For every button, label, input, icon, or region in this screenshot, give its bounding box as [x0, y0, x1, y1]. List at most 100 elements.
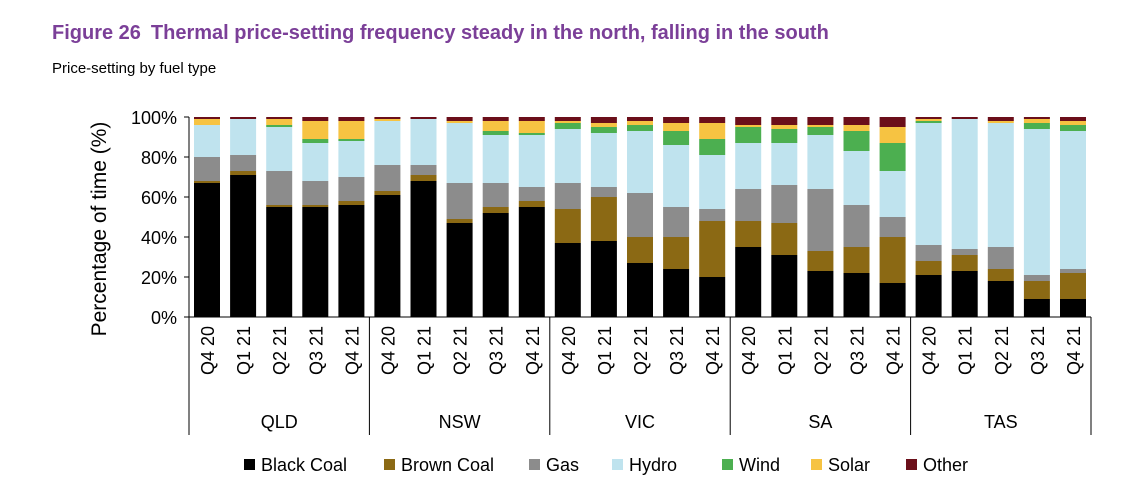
bar-segment [590, 197, 617, 241]
legend-swatch [722, 459, 733, 470]
x-tick-label: Q2 21 [270, 326, 290, 375]
bar-segment [482, 183, 509, 207]
bar-segment [302, 143, 329, 181]
bar-segment [446, 117, 473, 121]
legend-label: Black Coal [261, 455, 347, 475]
bar-segment [374, 191, 401, 195]
legend-label: Other [923, 455, 968, 475]
x-tick-label: Q4 20 [378, 326, 398, 375]
y-axis-label: Percentage of time (%) [88, 122, 111, 337]
bar-segment [230, 155, 257, 171]
bar-segment [374, 121, 401, 165]
bar-segment [1060, 121, 1086, 125]
legend-swatch [529, 459, 540, 470]
x-tick-label: Q4 21 [703, 326, 723, 375]
legend-label: Gas [546, 455, 579, 475]
figure-title-text: Thermal price-setting frequency steady i… [150, 22, 829, 44]
x-tick-label: Q4 21 [1064, 326, 1084, 375]
bar-segment [554, 117, 581, 121]
legend-label: Hydro [629, 455, 677, 475]
bar-segment [482, 135, 509, 183]
group-label: SA [808, 412, 832, 432]
bar-segment [266, 125, 293, 127]
bar-segment [915, 123, 942, 245]
bar-segment [482, 131, 509, 135]
bar-segment [699, 123, 726, 139]
y-tick-label: 80% [141, 148, 177, 168]
bar-segment [446, 121, 473, 123]
bar-segment [951, 249, 978, 255]
x-tick-label: Q1 21 [775, 326, 795, 375]
bar-segment [987, 269, 1014, 281]
bar-segment [1023, 299, 1050, 317]
bar-segment [915, 121, 942, 123]
y-tick-label: 20% [141, 268, 177, 288]
bar-segment [302, 139, 329, 143]
bar-segment [194, 119, 220, 125]
bar-segment [590, 187, 617, 197]
bar-segment [266, 207, 293, 317]
bar-segment [915, 119, 942, 121]
bar-segment [915, 261, 942, 275]
bar-segment [663, 207, 690, 237]
bar-segment [951, 255, 978, 271]
bar-segment [554, 209, 581, 243]
bar-segment [951, 271, 978, 317]
x-tick-label: Q4 20 [559, 326, 579, 375]
bar-segment [590, 133, 617, 187]
bar-segment [266, 171, 293, 205]
figure-number: Figure 26 [52, 22, 141, 44]
bar-segment [302, 121, 329, 139]
bar-segment [230, 171, 257, 175]
bar-segment [590, 241, 617, 317]
bar-segment [482, 213, 509, 317]
bar-segment [194, 125, 220, 157]
bar-segment [446, 223, 473, 317]
bar-segment [338, 177, 365, 201]
bar-segment [843, 247, 870, 273]
bar-segment [951, 119, 978, 249]
bar-segment [807, 271, 834, 317]
bar-segment [987, 117, 1014, 121]
bar-segment [590, 123, 617, 127]
bar-segment [807, 135, 834, 189]
bar-segment [735, 221, 762, 247]
bar-segment [771, 129, 798, 143]
bar-segment [735, 247, 762, 317]
bar-segment [338, 201, 365, 205]
bar-segment [374, 195, 401, 317]
bar-segment [518, 133, 545, 135]
bar-segment [266, 119, 293, 125]
bar-segment [627, 237, 653, 263]
bar-segment [446, 219, 473, 223]
bar-segment [771, 255, 798, 317]
bar-segment [627, 193, 653, 237]
bar-segment [771, 125, 798, 129]
bar-segment [735, 117, 762, 125]
bar-segment [302, 117, 329, 121]
bar-segment [482, 207, 509, 213]
y-tick-label: 100% [131, 108, 177, 128]
x-tick-label: Q1 21 [415, 326, 435, 375]
legend-label: Brown Coal [401, 455, 494, 475]
y-tick-label: 0% [151, 308, 177, 328]
bar-segment [194, 117, 220, 119]
x-tick-label: Q1 21 [234, 326, 254, 375]
bar-segment [374, 165, 401, 191]
bar-segment [230, 119, 257, 155]
bar-segment [879, 127, 906, 143]
group-label: QLD [261, 412, 298, 432]
bar-segment [338, 141, 365, 177]
bar-segment [915, 117, 942, 119]
bar-segment [554, 183, 581, 209]
legend-label: Wind [739, 455, 780, 475]
x-tick-label: Q4 20 [920, 326, 940, 375]
bar-segment [1023, 117, 1050, 119]
bar-segment [807, 117, 834, 125]
bar-segment [518, 135, 545, 187]
bar-segment [663, 269, 690, 317]
bar-segment [410, 165, 437, 175]
bar-segment [627, 131, 653, 193]
group-label: VIC [625, 412, 655, 432]
